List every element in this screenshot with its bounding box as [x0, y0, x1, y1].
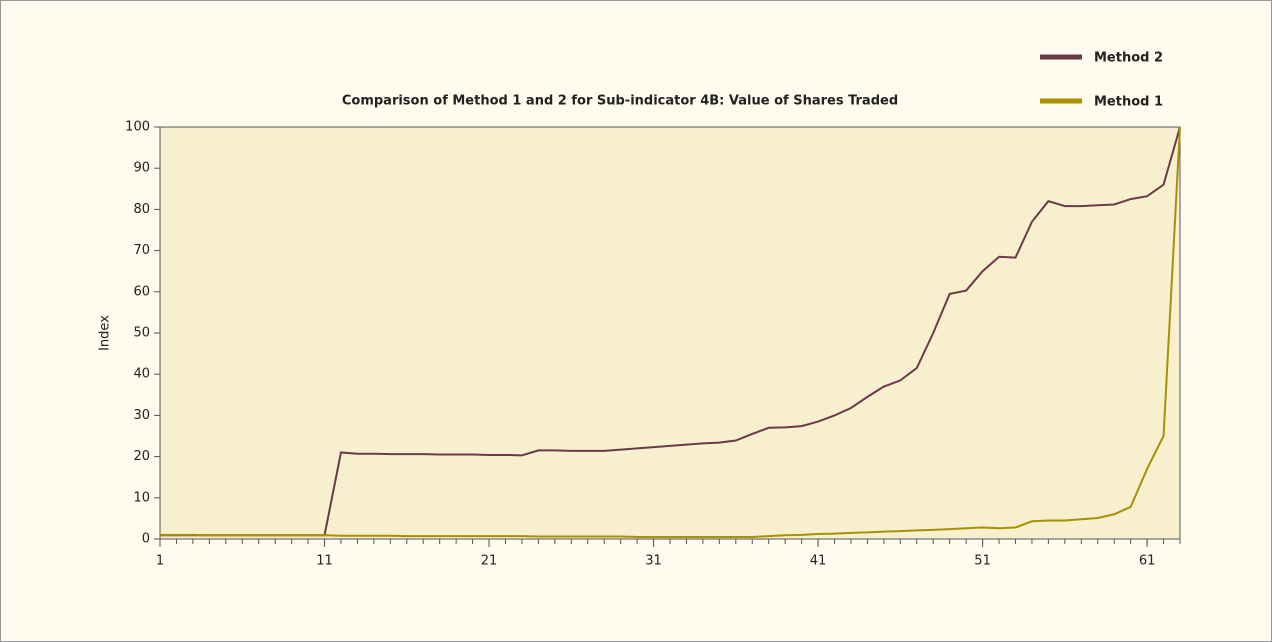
legend-label: Method 1 — [1094, 95, 1163, 110]
x-tick-label: 51 — [974, 554, 991, 569]
x-tick-label: 41 — [810, 554, 827, 569]
y-tick-label: 70 — [133, 243, 150, 258]
chart-title: Comparison of Method 1 and 2 for Sub-ind… — [342, 94, 898, 109]
y-tick-label: 100 — [125, 120, 150, 135]
x-tick-label: 11 — [316, 554, 333, 569]
x-tick-label: 21 — [481, 554, 498, 569]
y-tick-label: 50 — [133, 326, 150, 341]
y-tick-label: 10 — [133, 490, 150, 505]
y-tick-label: 30 — [133, 408, 150, 423]
y-tick-label: 90 — [133, 161, 150, 176]
x-tick-label: 1 — [156, 554, 164, 569]
y-tick-label: 80 — [133, 202, 150, 217]
x-tick-label: 61 — [1139, 554, 1156, 569]
legend-label: Method 2 — [1094, 51, 1163, 66]
y-tick-label: 20 — [133, 449, 150, 464]
x-tick-label: 31 — [645, 554, 662, 569]
plot-area — [159, 126, 1181, 540]
y-tick-label: 40 — [133, 367, 150, 382]
y-tick-label: 60 — [133, 284, 150, 299]
data-line — [160, 126, 1181, 538]
data-line — [160, 126, 1181, 537]
y-tick-label: 0 — [142, 532, 150, 547]
y-axis-label: Index — [98, 315, 113, 351]
